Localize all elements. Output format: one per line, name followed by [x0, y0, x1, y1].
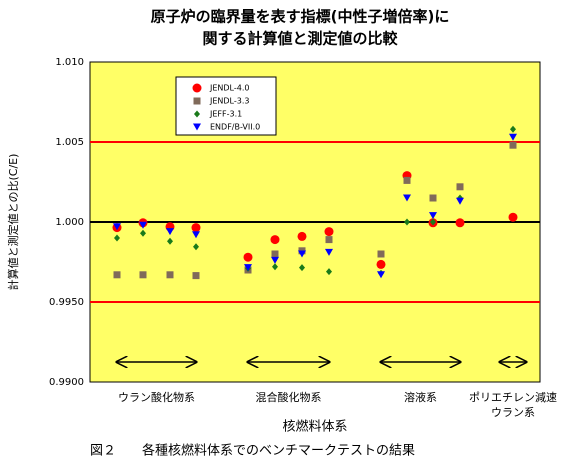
caption: 図２ 各種核燃料体系でのベンチマークテストの結果 [90, 443, 415, 459]
point [299, 264, 305, 272]
point [166, 228, 174, 236]
point [377, 271, 385, 279]
point [244, 264, 252, 272]
point [193, 243, 199, 251]
point [455, 218, 465, 228]
point [270, 235, 280, 245]
legend-marker [194, 110, 200, 118]
y-tick-label: 1.005 [55, 137, 84, 148]
y-axis-label: 計算値と測定値との比(C/E) [6, 154, 20, 291]
legend [175, 76, 277, 136]
point [272, 263, 278, 271]
point [243, 252, 253, 262]
legend-label: JENDL-4.0 [209, 84, 249, 93]
point [191, 223, 201, 233]
point [139, 221, 147, 229]
legend-marker [193, 123, 201, 131]
point [167, 237, 173, 245]
y-tick-label: 1.000 [55, 217, 84, 228]
point [139, 271, 147, 279]
point [140, 229, 146, 237]
y-tick-label: 0.9950 [49, 297, 84, 308]
group-label: 溶液系 [404, 390, 437, 404]
point [192, 231, 200, 239]
point [510, 125, 516, 133]
point [430, 218, 436, 226]
legend-marker [193, 97, 201, 105]
point [456, 183, 464, 191]
point [326, 268, 332, 276]
point [297, 231, 307, 241]
x-axis-label: 核燃料体系 [282, 419, 347, 435]
point [509, 133, 517, 141]
point [192, 272, 200, 280]
legend-marker [192, 83, 202, 93]
legend-label: JENDL-3.3 [209, 97, 249, 106]
point [298, 250, 306, 258]
point [325, 236, 333, 244]
point [509, 141, 517, 149]
group-label: ウラン酸化物系 [118, 390, 195, 404]
point [508, 212, 518, 222]
point [271, 256, 279, 264]
point [113, 223, 121, 231]
y-tick-label: 1.010 [55, 57, 84, 68]
chart-title: 原子炉の臨界量を表す指標(中性子増倍率)に [151, 8, 450, 26]
point [403, 176, 411, 184]
point [376, 259, 386, 269]
point [429, 212, 437, 220]
legend-label: JEFF-3.1 [209, 110, 242, 119]
chart-title: 関する計算値と測定値の比較 [202, 30, 398, 48]
point [403, 194, 411, 202]
point [271, 250, 279, 258]
point [377, 250, 385, 258]
point [324, 227, 334, 237]
point [429, 194, 437, 202]
legend-label: ENDF/B-VII.0 [210, 123, 260, 132]
point [325, 248, 333, 256]
point [456, 197, 464, 205]
point [166, 271, 174, 279]
point [114, 234, 120, 242]
point [404, 218, 410, 226]
y-tick-label: 0.9900 [49, 377, 84, 388]
group-label: 混合酸化物系 [256, 390, 322, 404]
point [113, 271, 121, 279]
group-label: ポリエチレン減速ウラン系 [469, 390, 557, 419]
